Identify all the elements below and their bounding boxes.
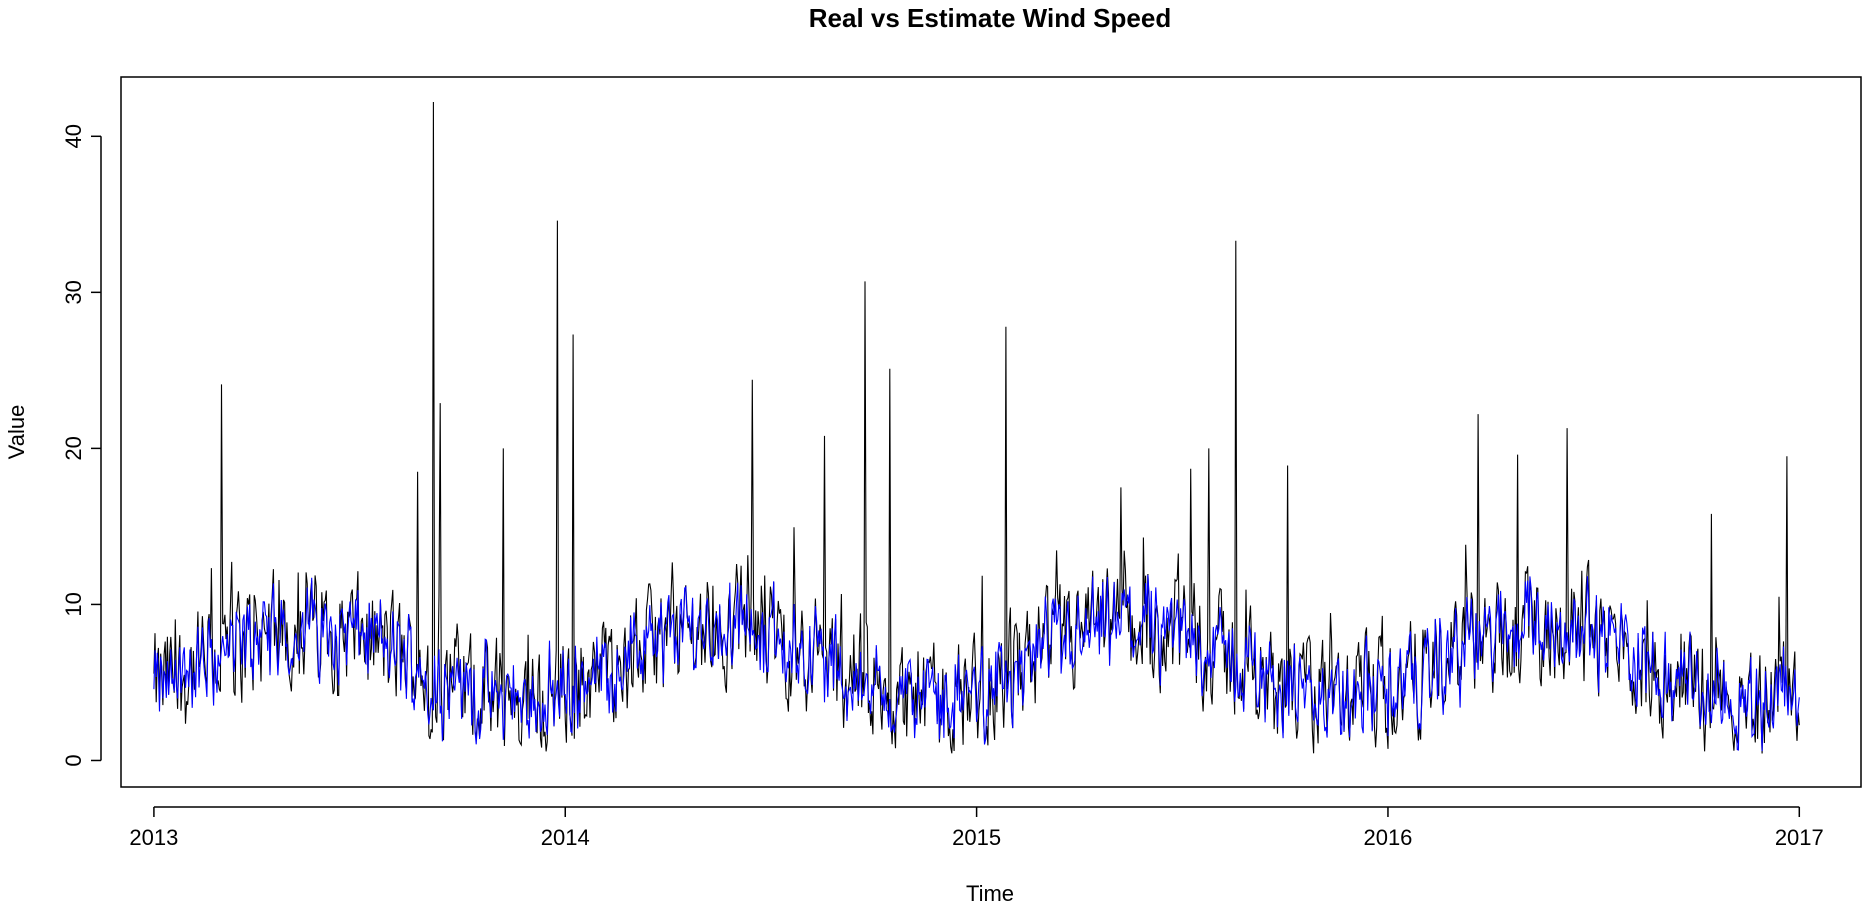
plot-frame <box>120 76 1862 788</box>
y-tick-label: 30 <box>61 280 86 304</box>
x-tick-label: 2013 <box>129 825 178 850</box>
y-axis: 0 10 20 30 40 <box>61 124 102 767</box>
x-tick-label: 2014 <box>541 825 590 850</box>
chart-title: Real vs Estimate Wind Speed <box>809 3 1171 33</box>
x-axis: 2013 2014 2015 2016 2017 <box>129 806 1824 850</box>
series-layer <box>153 101 1800 754</box>
y-tick-label: 0 <box>61 754 86 766</box>
series-line-estimate <box>153 574 1800 752</box>
y-axis-label: Value <box>4 405 29 460</box>
series-line-real <box>153 101 1800 754</box>
x-tick-label: 2017 <box>1775 825 1824 850</box>
y-tick-label: 10 <box>61 592 86 616</box>
y-tick-label: 20 <box>61 436 86 460</box>
x-tick-label: 2016 <box>1363 825 1412 850</box>
x-axis-label: Time <box>966 881 1014 906</box>
x-tick-label: 2015 <box>952 825 1001 850</box>
y-tick-label: 40 <box>61 124 86 148</box>
